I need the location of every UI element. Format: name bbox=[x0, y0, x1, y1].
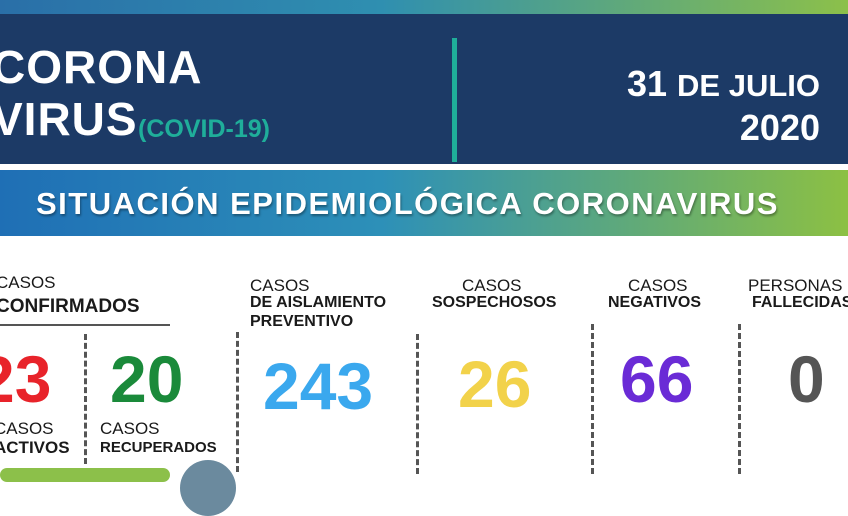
recuperados-label-top: CASOS bbox=[100, 419, 160, 438]
banner-title: SITUACIÓN EPIDEMIOLÓGICA CORONAVIRUS bbox=[36, 186, 779, 221]
divider-dashed bbox=[84, 334, 87, 464]
negativos-label-top: CASOS bbox=[628, 276, 688, 295]
confirmados-label-top: CASOS bbox=[0, 273, 56, 292]
header-divider bbox=[452, 38, 457, 162]
confirmados-label: CONFIRMADOS bbox=[0, 296, 140, 317]
title-line1: CORONA bbox=[0, 41, 203, 93]
confirmados-value: 23 bbox=[0, 342, 52, 416]
separator bbox=[0, 164, 848, 170]
activos-label: ACTIVOS bbox=[0, 438, 70, 457]
activos-label-top: CASOS bbox=[0, 419, 54, 438]
subtitle: (COVID-19) bbox=[138, 115, 270, 143]
date-year: 2020 bbox=[739, 107, 820, 148]
date-day-month: 31 DE JULIO bbox=[627, 64, 820, 106]
divider-dashed bbox=[591, 324, 594, 474]
title-line2: VIRUS bbox=[0, 93, 138, 145]
recuperados-label: RECUPERADOS bbox=[100, 439, 217, 456]
date-month: DE JULIO bbox=[677, 68, 820, 103]
fallecidas-value: 0 bbox=[788, 342, 825, 416]
negativos-value: 66 bbox=[620, 342, 694, 416]
negativos-label: NEGATIVOS bbox=[608, 294, 702, 311]
sospechosos-label-top: CASOS bbox=[462, 276, 522, 295]
aislamiento-label-bottom: PREVENTIVO bbox=[250, 313, 354, 330]
top-stripe bbox=[0, 0, 848, 14]
aislamiento-label-top: CASOS bbox=[250, 276, 310, 295]
confirmados-underline bbox=[0, 324, 170, 326]
divider-dashed bbox=[416, 334, 419, 474]
aislamiento-label-mid: DE AISLAMIENTO bbox=[250, 294, 387, 311]
date-day: 31 bbox=[626, 63, 668, 104]
fallecidas-label: FALLECIDAS bbox=[752, 294, 848, 311]
recuperados-value: 20 bbox=[110, 342, 184, 416]
sospechosos-value: 26 bbox=[458, 347, 532, 421]
bottom-pill bbox=[0, 468, 170, 482]
bottom-circle bbox=[180, 460, 236, 516]
banner: SITUACIÓN EPIDEMIOLÓGICA CORONAVIRUS bbox=[0, 170, 848, 236]
divider-dashed bbox=[236, 332, 239, 472]
header: CORONA VIRUS (COVID-19) 31 DE JULIO 2020 bbox=[0, 14, 848, 164]
sospechosos-label: SOSPECHOSOS bbox=[432, 294, 557, 311]
divider-dashed bbox=[738, 324, 741, 474]
aislamiento-value: 243 bbox=[263, 349, 374, 423]
fallecidas-label-top: PERSONAS bbox=[748, 276, 843, 295]
